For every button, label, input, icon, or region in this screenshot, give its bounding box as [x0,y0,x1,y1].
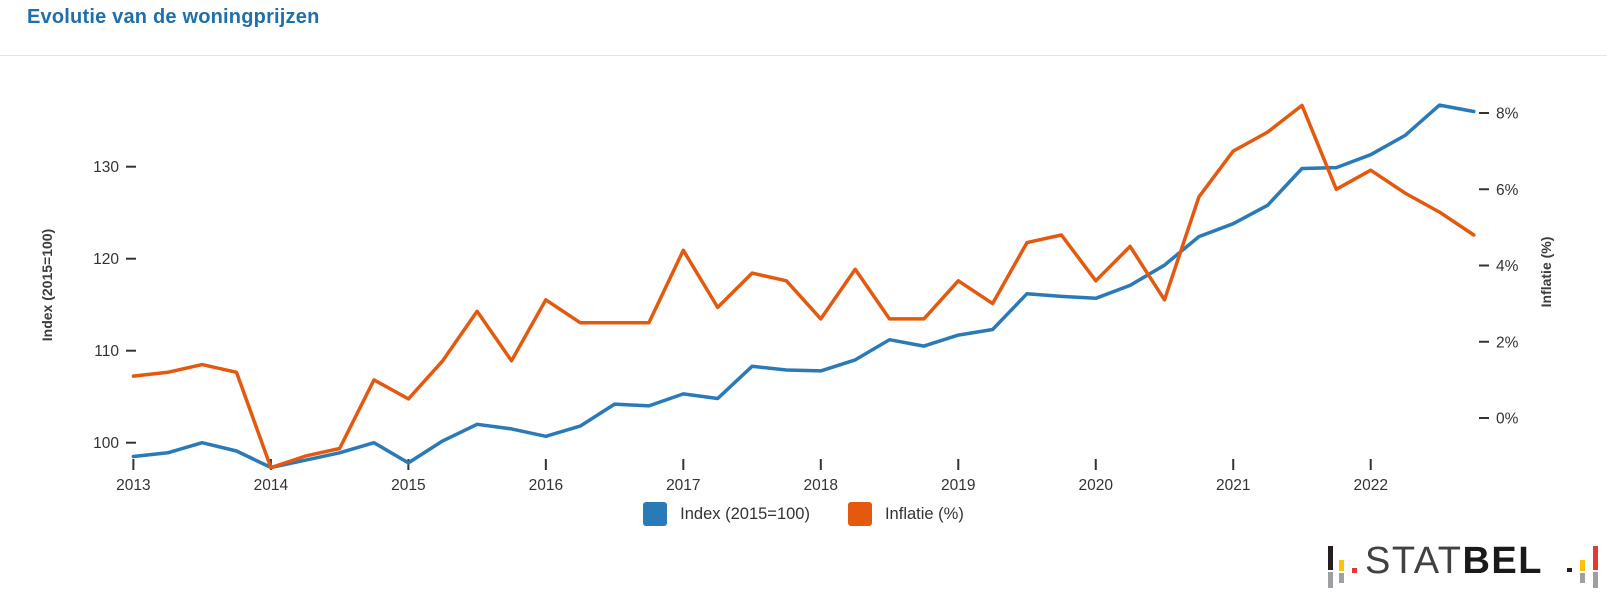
inflation-series-line[interactable] [131,103,1476,470]
header-divider [0,55,1607,56]
right-axis-title: Inflatie (%) [1538,237,1554,308]
x-axis-tick-label: 2013 [116,477,150,494]
logo-bar-icon [1339,560,1344,571]
left-axis-tick-label: 100 [93,435,119,452]
right-axis-tick-label: 8% [1496,106,1519,123]
statbel-logo-text: STATBEL [1365,540,1543,583]
x-axis-tick-label: 2021 [1216,477,1250,494]
right-axis-tick-label: 0% [1496,411,1519,428]
x-axis-tick-label: 2020 [1079,477,1114,494]
left-axis-tick-label: 130 [93,159,119,176]
x-axis-tick-label: 2022 [1353,477,1387,494]
left-axis-title: Index (2015=100) [39,229,55,341]
logo-text-regular: STAT [1365,540,1463,582]
logo-bar-icon [1567,568,1572,572]
logo-bar-icon [1580,560,1585,571]
logo-text-bold: BEL [1462,540,1543,582]
logo-bar-icon [1593,546,1598,570]
x-axis-tick-label: 2019 [941,477,975,494]
index-series-line[interactable] [131,103,1476,470]
logo-bar-icon [1328,572,1333,588]
logo-bar-icon [1339,573,1344,583]
legend-label: Index (2015=100) [680,504,810,523]
right-axis-tick-label: 2% [1496,334,1519,351]
legend-label: Inflatie (%) [884,504,964,523]
x-axis-tick-label: 2015 [391,477,425,494]
logo-bar-icon [1593,572,1598,588]
logo-bar-icon [1352,568,1357,573]
chart-legend: Index (2015=100) Inflatie (%) [0,502,1607,526]
legend-swatch-icon [643,502,668,526]
right-axis-tick-label: 6% [1496,182,1519,199]
left-axis-tick-label: 110 [94,343,119,360]
page-title: Evolutie van de woningprijzen [27,6,320,28]
x-axis-tick-label: 2018 [804,477,838,494]
statbel-logo: STATBEL [1320,538,1607,596]
left-axis-tick-label: 120 [93,251,119,268]
x-axis-tick-label: 2014 [254,477,289,494]
x-axis-tick-label: 2016 [529,477,563,494]
x-axis-tick-label: 2017 [666,477,700,494]
legend-item[interactable]: Index (2015=100) [643,502,810,526]
legend-swatch-icon [847,502,872,526]
right-axis-tick-label: 4% [1496,258,1519,275]
logo-bar-icon [1328,546,1333,570]
legend-item[interactable]: Inflatie (%) [847,502,964,526]
logo-bar-icon [1580,573,1585,583]
